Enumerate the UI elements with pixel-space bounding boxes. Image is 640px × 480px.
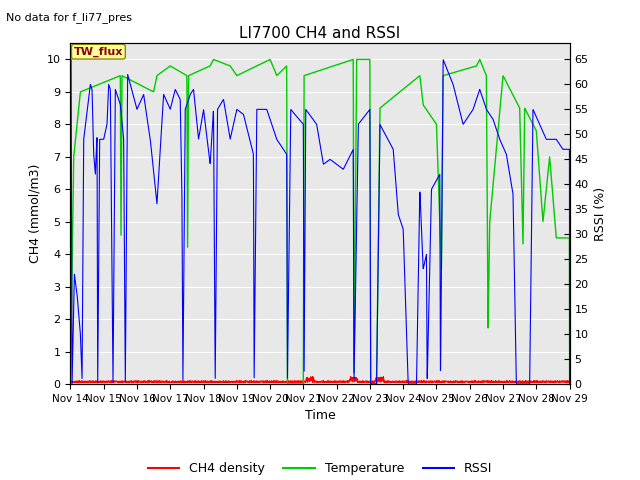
- Y-axis label: RSSI (%): RSSI (%): [594, 187, 607, 240]
- X-axis label: Time: Time: [305, 409, 335, 422]
- Legend: CH4 density, Temperature, RSSI: CH4 density, Temperature, RSSI: [143, 457, 497, 480]
- Title: LI7700 CH4 and RSSI: LI7700 CH4 and RSSI: [239, 25, 401, 41]
- Text: TW_flux: TW_flux: [74, 47, 123, 57]
- Y-axis label: CH4 (mmol/m3): CH4 (mmol/m3): [28, 164, 41, 264]
- Text: No data for f_li77_pres: No data for f_li77_pres: [6, 12, 132, 23]
